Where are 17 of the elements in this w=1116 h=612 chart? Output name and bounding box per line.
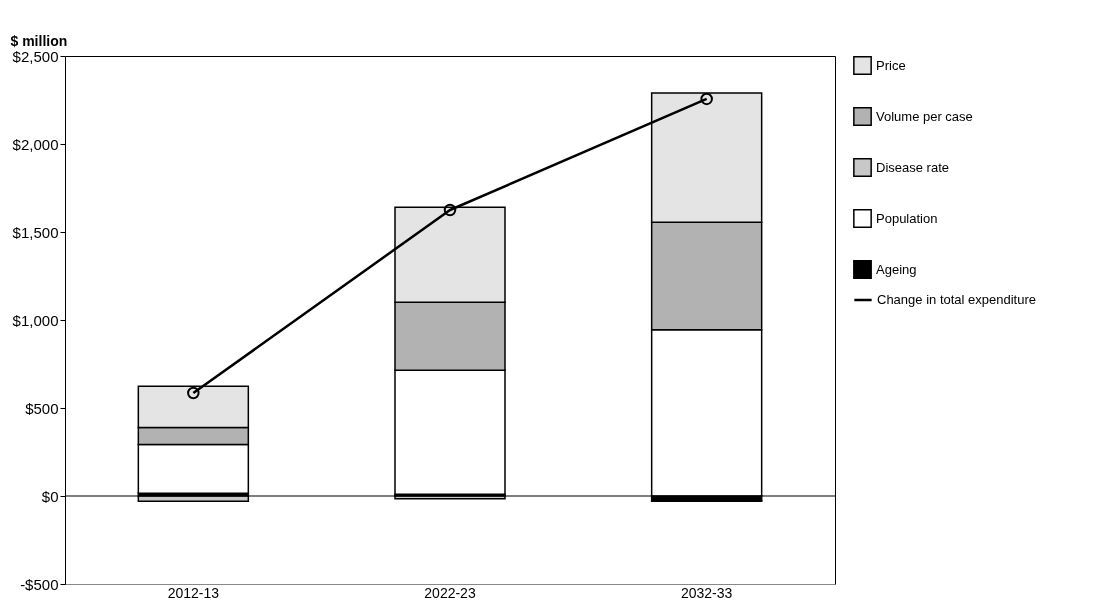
legend-label: Change in total expenditure <box>877 292 1037 307</box>
x-tick-label: 2012-13 <box>167 584 220 601</box>
y-tick-label: $2,500 <box>12 47 59 65</box>
y-tick-label: -$500 <box>20 575 59 593</box>
y-tick-label: $1,500 <box>12 223 59 241</box>
y-tick-label: $0 <box>41 487 59 505</box>
y-tick-label: $500 <box>25 399 59 417</box>
legend-label: Price <box>876 57 906 73</box>
x-tick-label: 2022-23 <box>424 584 476 601</box>
legend-label: Disease rate <box>876 159 949 175</box>
y-tick-label: $2,000 <box>12 135 59 153</box>
x-tick-label: 2032-33 <box>680 584 733 601</box>
y-axis-title: $ million <box>10 32 68 49</box>
legend-label: Ageing <box>876 261 917 277</box>
legend-label: Volume per case <box>876 108 973 124</box>
legend-label: Population <box>876 210 938 226</box>
y-tick-label: $1,000 <box>12 311 59 329</box>
